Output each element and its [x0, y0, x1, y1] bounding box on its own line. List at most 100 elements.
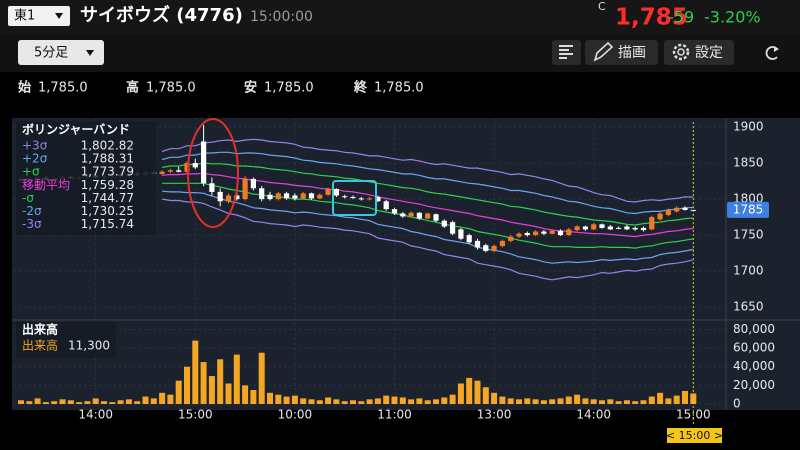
- candle-body: [474, 240, 481, 248]
- volume-bar: [449, 394, 456, 404]
- candle-body: [159, 171, 165, 174]
- cyan-box: [332, 180, 377, 216]
- candle-body: [391, 209, 398, 214]
- volume-bar: [325, 397, 332, 404]
- settings-button[interactable]: 設定: [664, 40, 734, 65]
- candle-body: [466, 235, 472, 243]
- y2-tick-label: 40,000: [733, 359, 775, 373]
- candle-body: [192, 163, 198, 168]
- draw-label[interactable]: 描画: [618, 45, 646, 61]
- x-tick-label: 15:00: [178, 408, 213, 422]
- candle-body: [657, 213, 663, 220]
- candle-body: [225, 195, 232, 202]
- exchange-box[interactable]: [8, 6, 70, 26]
- volume-bar: [267, 392, 273, 404]
- volume-bar: [159, 392, 166, 404]
- volume-bar: [258, 352, 265, 404]
- volume-legend-value: 11,300: [68, 339, 110, 353]
- volume-bar: [350, 400, 356, 404]
- legend-title: ボリンジャーバンド: [22, 122, 130, 137]
- ohlc-value: 1,785.0: [146, 81, 196, 96]
- y2-tick-label: 60,000: [733, 341, 775, 355]
- volume-bar: [590, 399, 597, 404]
- legend-value: 1,788.31: [81, 152, 134, 166]
- price-tag: 1785: [733, 202, 764, 216]
- candle-body: [425, 213, 431, 219]
- candle-body: [591, 224, 597, 230]
- x-tick-label: 13:00: [477, 408, 512, 422]
- candle-body: [217, 191, 223, 202]
- candle-body: [549, 230, 555, 234]
- volume-bar: [640, 400, 647, 404]
- candle-body: [383, 201, 389, 210]
- ohlc-value: 1,785.0: [264, 81, 314, 96]
- candle-body: [616, 227, 622, 229]
- volume-bar: [599, 400, 605, 404]
- ohlc-row: 始 1,785.0 高 1,785.0 安 1,785.0 終 1,785.0: [18, 80, 424, 96]
- legend-name: 移動平均: [22, 178, 70, 192]
- volume-bar: [225, 383, 232, 404]
- volume-bar: [648, 396, 655, 404]
- interval[interactable]: 5分足: [34, 46, 68, 61]
- volume-bar: [532, 399, 539, 404]
- candle-body: [259, 188, 265, 200]
- draw-button[interactable]: 描画: [585, 40, 658, 65]
- interval-select[interactable]: 5分足: [18, 40, 104, 65]
- exchange-select[interactable]: 東1: [8, 6, 70, 26]
- volume-bar: [18, 400, 24, 404]
- volume-bar: [275, 394, 282, 404]
- volume-bar: [499, 396, 506, 404]
- legend-name: -σ: [22, 191, 34, 205]
- refresh-button[interactable]: [765, 46, 779, 60]
- volume-bar: [200, 362, 207, 404]
- candle-body: [624, 226, 630, 230]
- band-line: [162, 172, 694, 238]
- legend-name: -2σ: [22, 204, 42, 218]
- volume-bar: [316, 400, 323, 404]
- exchange[interactable]: 東1: [14, 8, 35, 24]
- volume-bar: [84, 401, 91, 404]
- volume-bar: [623, 400, 630, 404]
- candle-body: [350, 196, 356, 198]
- candle-body: [458, 229, 464, 239]
- ohlc-label: 終: [353, 80, 368, 96]
- candle-body: [267, 194, 273, 200]
- candle-body: [250, 178, 256, 189]
- interval-box[interactable]: [18, 40, 104, 65]
- band-line: [161, 151, 694, 215]
- volume-bar: [92, 398, 99, 404]
- volume-bar: [308, 399, 315, 404]
- band-line: [161, 138, 694, 203]
- dropdown-arrow: [55, 13, 63, 19]
- list-button[interactable]: [552, 40, 581, 65]
- volume-bar: [358, 401, 365, 404]
- legend-value: 1,744.77: [81, 191, 134, 205]
- candle-body: [582, 226, 588, 230]
- volume-bar: [250, 390, 257, 404]
- volume-bar: [184, 366, 190, 404]
- volume-bar: [524, 398, 531, 404]
- pencil-icon: [593, 41, 614, 62]
- x-tick-label: 14:00: [78, 408, 113, 422]
- candle-body: [342, 196, 348, 198]
- button-bg[interactable]: [552, 40, 581, 65]
- volume-bar: [167, 394, 174, 404]
- volume-bar: [383, 395, 390, 404]
- x-tick-label: 14:00: [576, 408, 611, 422]
- legend-value: 1,730.25: [81, 204, 134, 218]
- change: -59: [668, 8, 694, 27]
- price: 1,785: [615, 5, 688, 31]
- ohlc-value: 1,785.0: [38, 81, 88, 96]
- candle-body: [508, 236, 514, 241]
- candle-body: [308, 193, 315, 199]
- change-pct: -3.20%: [704, 8, 761, 27]
- volume-bar: [192, 340, 199, 404]
- legend-name: +3σ: [22, 139, 48, 153]
- candle-body: [682, 207, 688, 210]
- volume-bar: [175, 380, 182, 404]
- volume-legend-name: 出来高: [22, 339, 58, 353]
- volume-bar: [233, 354, 240, 404]
- volume-bar: [433, 399, 439, 404]
- settings-label[interactable]: 設定: [695, 45, 723, 61]
